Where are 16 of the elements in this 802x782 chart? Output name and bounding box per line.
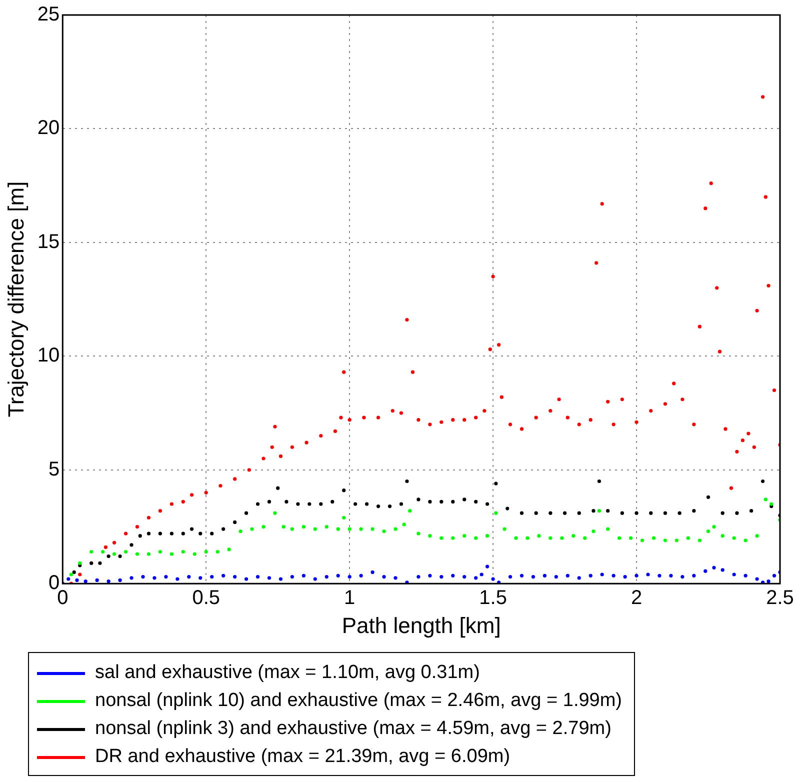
y-tick-label: 10 xyxy=(37,344,60,367)
y-tick-label: 5 xyxy=(48,458,60,480)
x-tick-label: 2 xyxy=(630,587,642,610)
legend-label: nonsal (nplink 3) and exhaustive (max = 4.59m, avg = 2.79m) xyxy=(95,718,612,740)
x-tick-label: 0.5 xyxy=(192,587,220,610)
legend-label: sal and exhaustive (max = 1.10m, avg 0.31m) xyxy=(95,662,480,684)
legend-label: nonsal (nplink 10) and exhaustive (max = 2.46m, avg = 1.99m) xyxy=(95,690,622,712)
y-tick-label: 25 xyxy=(37,4,60,26)
y-tick-label: 20 xyxy=(37,117,60,140)
x-axis-title: Path length [km] xyxy=(342,612,501,638)
y-tick-label: 15 xyxy=(37,230,60,253)
x-tick-label: 1 xyxy=(344,587,356,610)
legend-label: DR and exhaustive (max = 21.39m, avg = 6.09m) xyxy=(95,746,510,768)
x-tick-label: 1.5 xyxy=(479,587,507,610)
x-tick-label: 2.5 xyxy=(766,587,794,610)
y-axis-title: Trajectory difference [m] xyxy=(3,181,28,418)
